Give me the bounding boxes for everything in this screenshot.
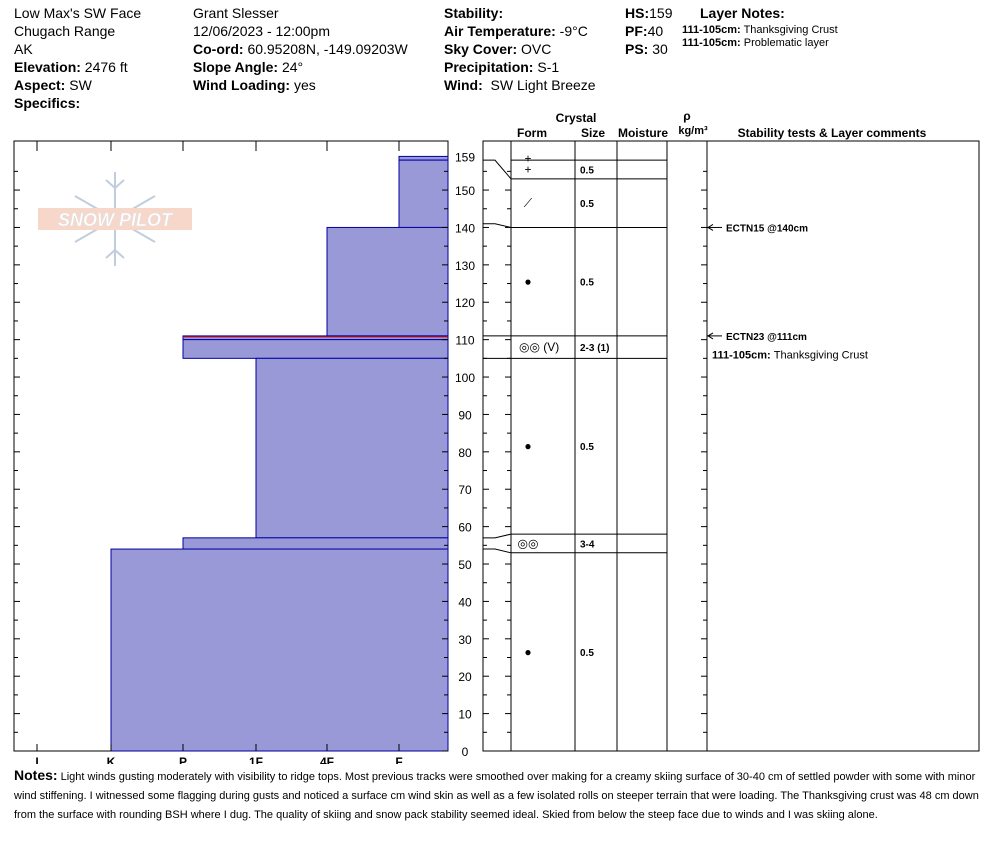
hardness-label: F [395, 755, 402, 764]
depth-tick-label: 110 [455, 334, 474, 348]
specifics: Specifics: [14, 95, 81, 111]
snow-profile-chart: Crystal Form Size Moisture ρ kg/m³ Stabi… [13, 109, 980, 764]
arrow-head [707, 332, 714, 340]
layer-connector [483, 548, 512, 554]
depth-tick-label: 80 [458, 446, 472, 460]
sky-cover: Sky Cover: OVC [444, 41, 552, 57]
grain-size-1: 0.5 [580, 165, 594, 176]
layer-note-2: 111-105cm: Problematic layer [682, 37, 829, 49]
layer-comment-0: 111-105cm: Thanksgiving Crust [712, 350, 868, 362]
hardness-bar-1 [398, 159, 449, 228]
air-temperature: Air Temperature: -9°C [444, 23, 588, 39]
hardness-label: K [107, 755, 116, 764]
observer-name: Grant Slesser [193, 5, 279, 21]
ski-penetration: PS: 30 [625, 41, 668, 57]
grain-form-4: ◎◎ (V) [519, 340, 559, 354]
hardness-bar-0 [398, 155, 449, 161]
col-stability-comments: Stability tests & Layer comments [738, 126, 927, 140]
grain-size-2: 0.5 [580, 199, 594, 210]
hardness-label: 1F [249, 755, 263, 764]
slope-angle: Slope Angle: 24° [193, 59, 304, 75]
coordinates: Co-ord: 60.95208N, -149.09203W [193, 41, 408, 57]
grain-form-5: ● [524, 439, 531, 453]
hardness-bar-7 [110, 548, 449, 752]
location-name: Low Max's SW Face [14, 5, 142, 21]
depth-tick-label: 10 [458, 708, 472, 722]
col-rho: ρ [683, 109, 690, 123]
layer-connector [483, 223, 512, 228]
grain-form-7: ● [524, 645, 531, 659]
hardness-bar-2 [326, 226, 449, 337]
snow-height: HS:159 [625, 5, 673, 21]
range-name: Chugach Range [14, 23, 116, 39]
col-density-unit: kg/m³ [678, 125, 708, 137]
col-moisture: Moisture [618, 126, 668, 140]
stability-test-label-0: ECTN15 @140cm [726, 223, 808, 234]
precipitation: Precipitation: S-1 [444, 59, 560, 75]
notes-section: Notes: Light winds gusting moderately wi… [14, 767, 979, 821]
state-name: AK [14, 41, 33, 57]
grain-form-3: ● [524, 275, 531, 289]
depth-tick-label: 130 [455, 259, 475, 273]
layer-comment-range: 111-105cm: [712, 350, 774, 362]
grain-form-1: + [524, 162, 531, 176]
layer-comment-text: Thanksgiving Crust [774, 350, 868, 362]
depth-tick-label: 20 [458, 670, 472, 684]
depth-tick-label: 70 [458, 483, 472, 497]
notes-text: Light winds gusting moderately with visi… [14, 771, 979, 821]
layer-connector [483, 159, 512, 180]
grain-size-3: 0.5 [580, 278, 594, 289]
wind: Wind: SW Light Breeze [444, 77, 596, 93]
snowpilot-logo-text: SNOW PILOT [58, 210, 174, 230]
depth-tick-label: 140 [455, 221, 475, 235]
layer-connector [483, 533, 512, 539]
hardness-bar-6 [182, 537, 449, 550]
depth-tick-label: 30 [458, 633, 472, 647]
grain-size-6: 3-4 [580, 539, 595, 550]
hardness-bar-4 [182, 339, 449, 359]
grain-size-4: 2-3 (1) [580, 343, 609, 354]
depth-tick-label: 150 [455, 184, 475, 198]
col-crystal: Crystal [556, 111, 597, 125]
arrow-head [707, 224, 714, 231]
depth-tick-label: 100 [455, 371, 475, 385]
depth-tick-label: 120 [455, 296, 475, 310]
depth-tick-label: 60 [458, 521, 472, 535]
grain-form-0: + [524, 151, 531, 165]
layer-note-1: 111-105cm: Thanksgiving Crust [682, 24, 838, 36]
layer-notes-title: Layer Notes: [700, 5, 785, 21]
depth-tick-label: 159 [455, 150, 475, 164]
foot-penetration: PF:40 [625, 23, 664, 39]
grain-table-frame [482, 140, 980, 752]
hardness-label: 4F [320, 755, 334, 764]
depth-tick-label: 90 [458, 408, 472, 422]
observation-datetime: 12/06/2023 - 12:00pm [193, 23, 330, 39]
elevation: Elevation: 2476 ft [14, 59, 128, 75]
hardness-label: I [35, 755, 38, 764]
col-size: Size [581, 126, 605, 140]
col-form: Form [517, 126, 547, 140]
stability: Stability: [444, 5, 504, 21]
depth-tick-label: 0 [462, 745, 469, 759]
grain-size-5: 0.5 [580, 442, 594, 453]
depth-tick-label: 50 [458, 558, 472, 572]
grain-form-2: ⟋ [524, 196, 533, 210]
grain-form-6: ◎◎ [518, 536, 539, 550]
aspect: Aspect: SW [14, 77, 92, 93]
grain-size-7: 0.5 [580, 648, 594, 659]
stability-test-label-1: ECTN23 @111cm [726, 332, 807, 343]
snowpilot-logo: SNOW PILOT [38, 172, 192, 266]
depth-tick-label: 40 [458, 595, 472, 609]
wind-loading: Wind Loading: yes [193, 77, 316, 93]
hardness-bar-5 [255, 357, 449, 539]
hardness-label: P [179, 755, 187, 764]
